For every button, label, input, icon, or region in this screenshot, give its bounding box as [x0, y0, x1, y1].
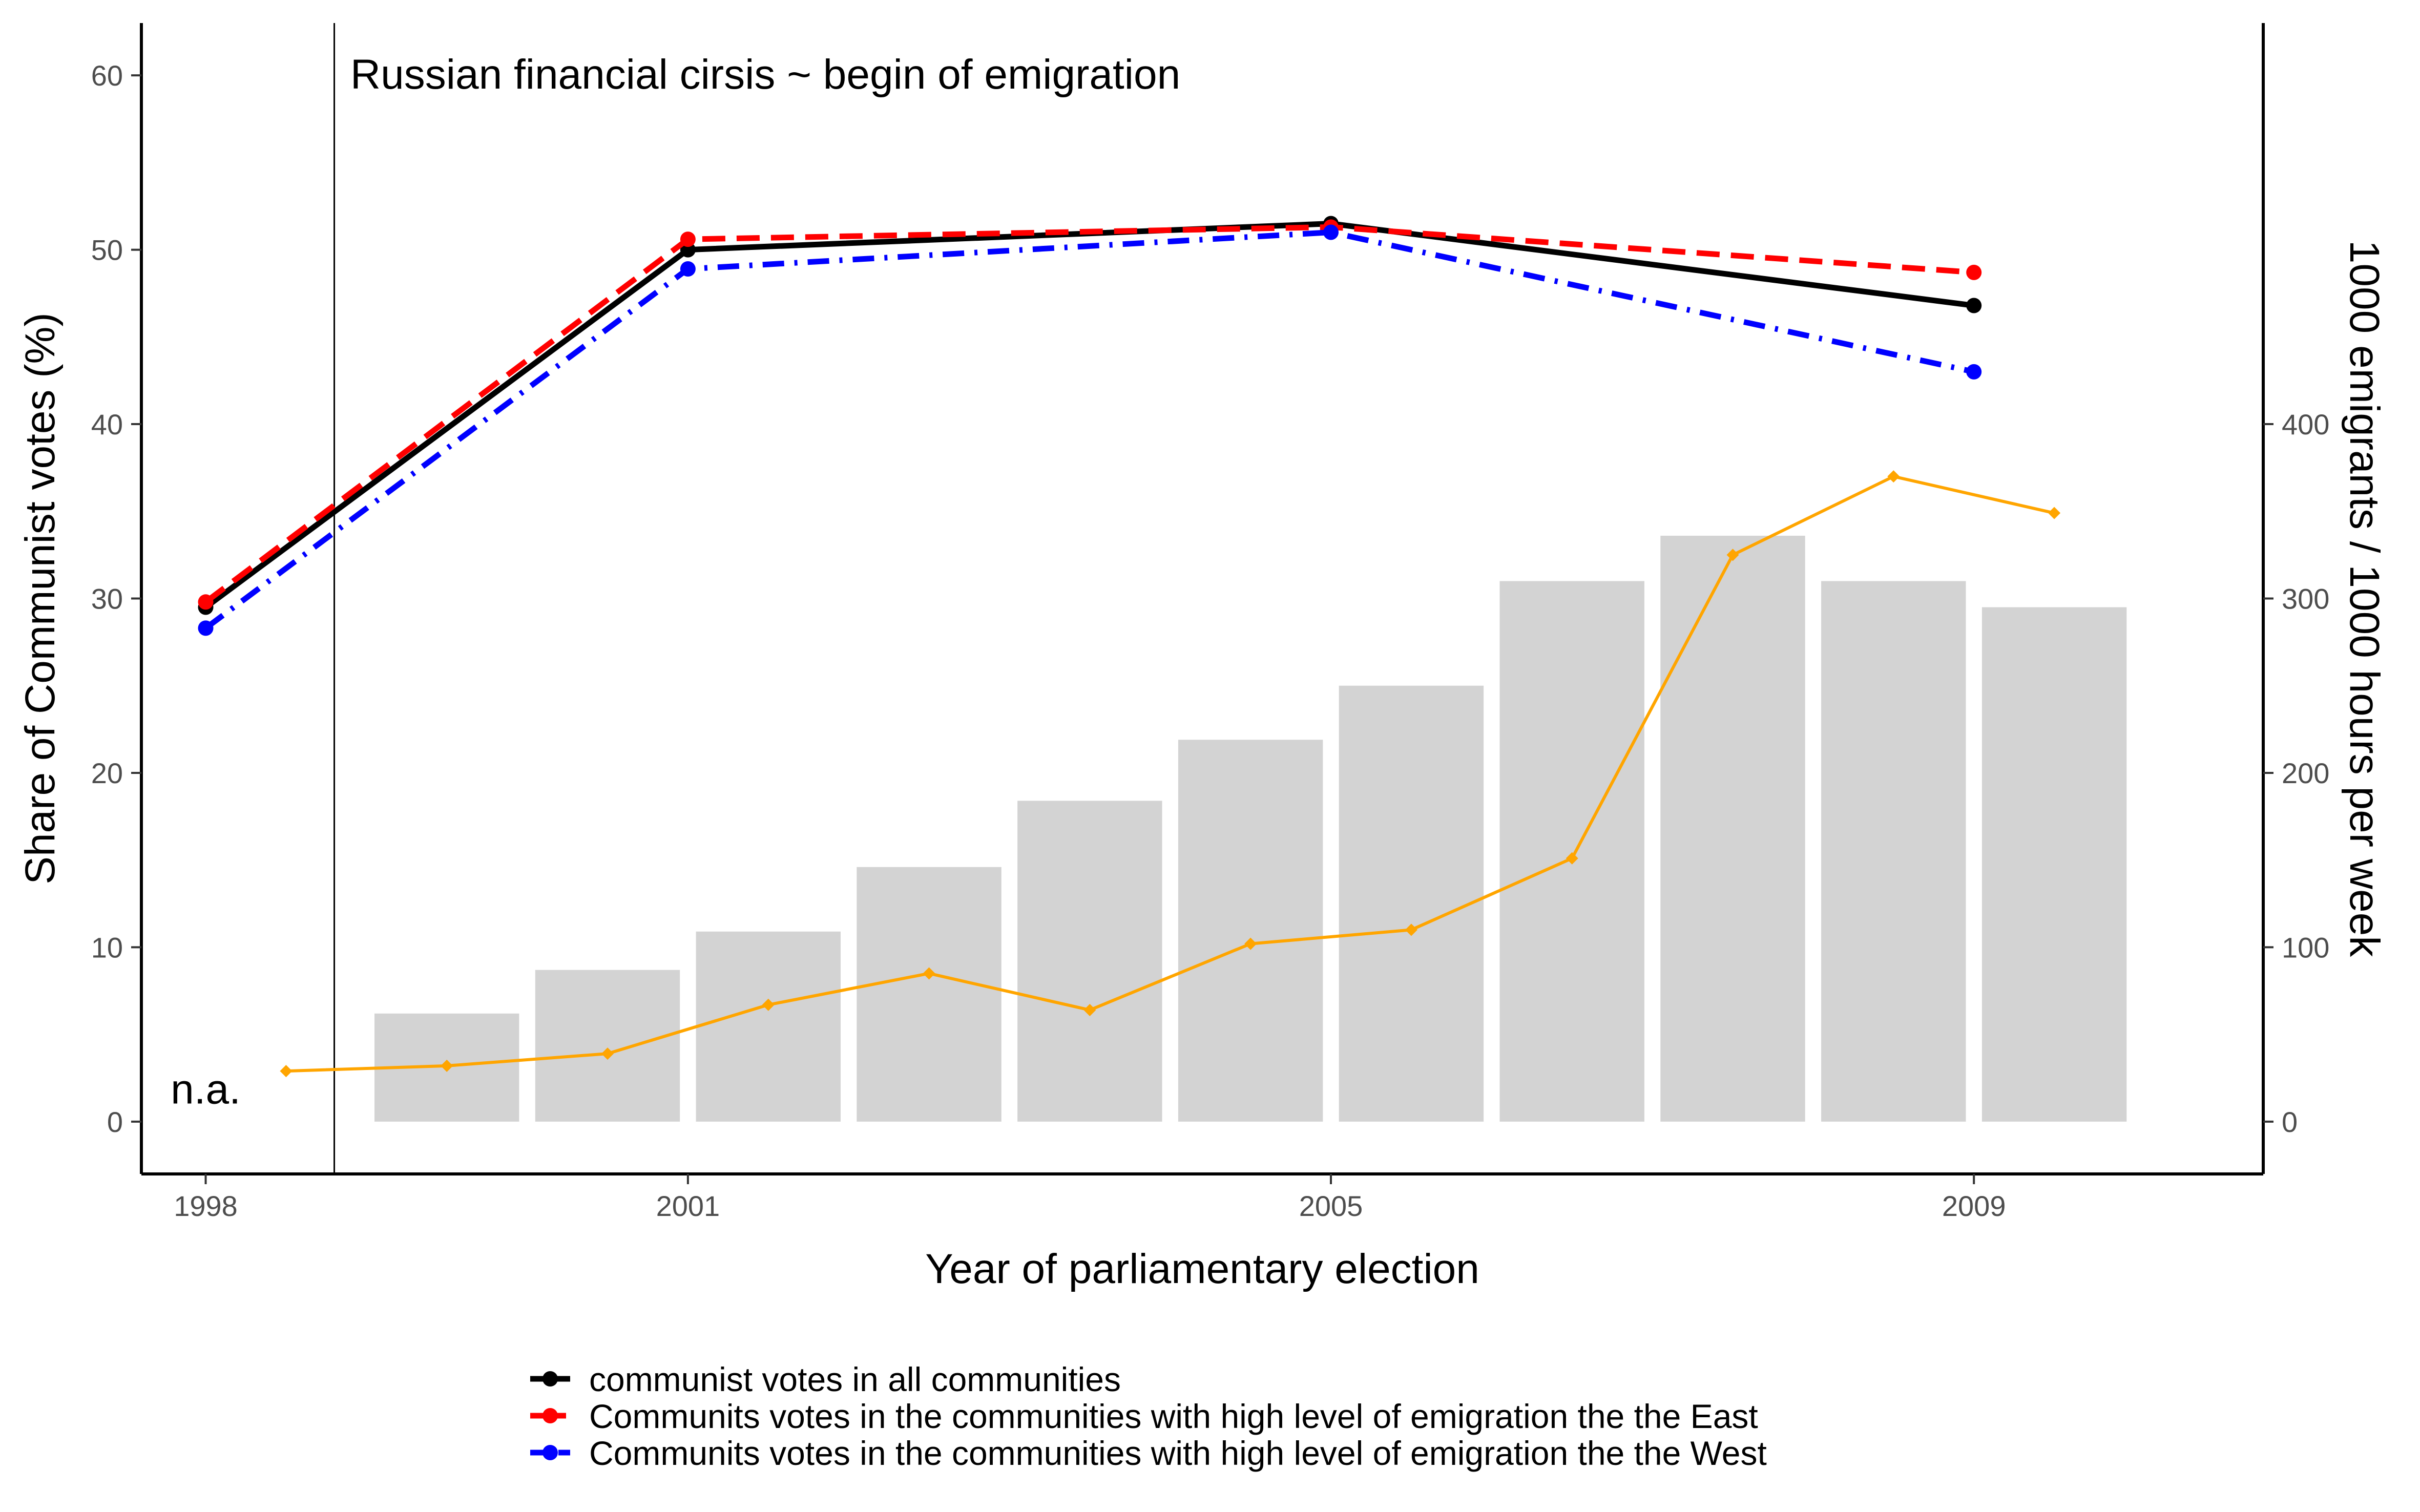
axes-layer: 0 10 20 30 40 50 60 0 100 200 300 400 1998 2001 2005 20…	[91, 23, 2329, 1222]
series-line-0	[204, 221, 1974, 610]
emigrants-point	[1887, 470, 1900, 483]
y2-tick-label: 300	[2282, 583, 2329, 615]
legend: communist votes in all communitiesCommun…	[530, 1360, 1767, 1472]
emigration-bar	[857, 867, 1002, 1122]
x-tick-label: 2009	[1942, 1190, 2006, 1222]
series-point-0	[1966, 298, 1982, 313]
y-tick-label: 60	[91, 59, 123, 92]
na-annotation: n.a.	[171, 1066, 241, 1113]
emigrants-point	[762, 998, 775, 1011]
y-tick-label: 0	[107, 1106, 123, 1138]
emigrants-point	[1244, 937, 1257, 950]
emigration-bar	[1660, 535, 1805, 1122]
series-point-2	[198, 620, 214, 636]
y2-tick-label: 100	[2282, 931, 2329, 963]
series-point-2	[1323, 224, 1339, 240]
y-tick-label: 40	[91, 408, 123, 440]
y2-tick-label: 200	[2282, 757, 2329, 789]
emigration-bar	[1178, 740, 1323, 1122]
lines-layer	[198, 216, 2061, 1078]
y-tick-label: 30	[91, 583, 123, 615]
x-tick-label: 2005	[1299, 1190, 1363, 1222]
series-point-2	[1966, 364, 1982, 380]
legend-marker-1	[543, 1408, 558, 1423]
legend-label-0: communist votes in all communities	[589, 1360, 1121, 1398]
emigrants-point	[1726, 549, 1739, 561]
y2-tick-label: 0	[2282, 1106, 2298, 1138]
y2-axis-title: 1000 emigrants / 1000 hours per week	[2341, 240, 2388, 957]
series-point-1	[680, 232, 696, 247]
legend-label-2: Communits votes in the communities with …	[589, 1434, 1767, 1472]
legend-label-1: Communits votes in the communities with …	[589, 1397, 1758, 1435]
emigrants-line	[286, 475, 2055, 1073]
emigrants-point	[923, 967, 935, 980]
emigrants-point	[1566, 852, 1578, 865]
x-tick-label: 1998	[174, 1190, 238, 1222]
series-point-2	[680, 261, 696, 277]
x-axis-title: Year of parliamentary election	[925, 1246, 1479, 1292]
legend-marker-2	[543, 1445, 558, 1460]
series-point-1	[198, 594, 214, 610]
y-axis-title: Share of Communist votes (%)	[17, 312, 64, 885]
legend-marker-0	[543, 1371, 558, 1387]
emigration-bar	[1821, 581, 1966, 1122]
emigrants-point	[441, 1059, 453, 1072]
y2-tick-label: 400	[2282, 408, 2329, 440]
y-tick-label: 50	[91, 234, 123, 266]
emigration-bar	[1499, 581, 1644, 1122]
emigrants-point	[1083, 1003, 1096, 1016]
emigrants-point	[280, 1065, 293, 1078]
crisis-annotation: Russian financial cirsis ~ begin of emig…	[350, 51, 1180, 98]
emigration-bar	[1339, 685, 1484, 1122]
x-tick-label: 2001	[656, 1190, 720, 1222]
emigration-bar	[1017, 801, 1162, 1122]
y-tick-label: 20	[91, 757, 123, 789]
emigrants-point	[1405, 923, 1417, 936]
emigration-bar	[696, 931, 841, 1122]
y-tick-label: 10	[91, 931, 123, 963]
text-layer: Year of parliamentary election Share of C…	[17, 51, 2388, 1292]
emigrants-point	[2048, 507, 2061, 519]
emigrants-point	[601, 1047, 614, 1060]
bars-layer	[374, 535, 2127, 1122]
series-point-1	[1966, 264, 1982, 280]
emigration-bar	[535, 970, 680, 1122]
emigration-bar	[1981, 607, 2127, 1122]
